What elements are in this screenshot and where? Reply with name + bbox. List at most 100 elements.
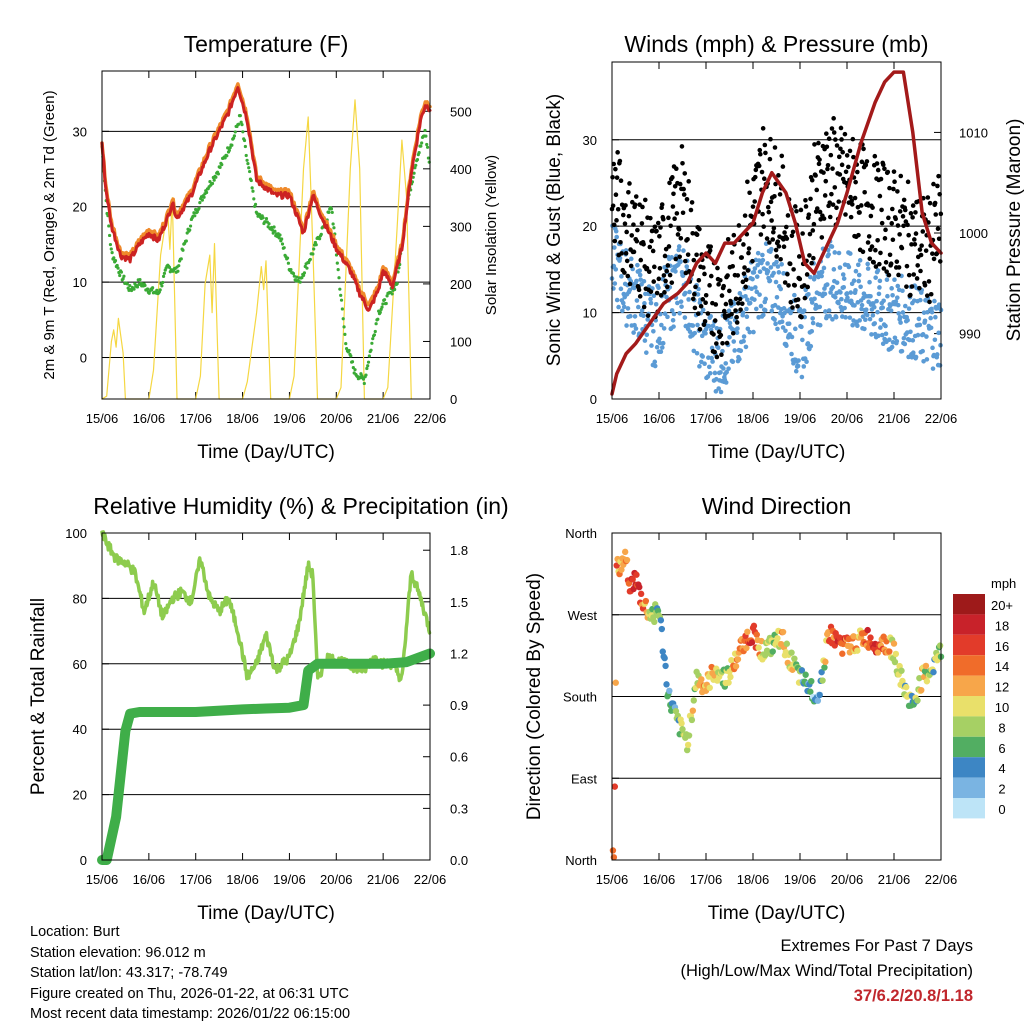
gust-point <box>889 221 895 226</box>
sonic-point <box>700 307 706 313</box>
gust-point <box>705 311 711 316</box>
sonic-point <box>888 308 894 313</box>
y-right-tick-label: 1000 <box>959 226 988 241</box>
sonic-point <box>741 338 746 344</box>
gust-point <box>664 284 670 290</box>
x-tick-label: 22/06 <box>925 872 958 887</box>
gust-point <box>914 276 920 281</box>
td-point <box>204 190 209 195</box>
gust-point <box>760 211 765 217</box>
latlon-text: Station lat/lon: 43.317; -78.749 <box>30 965 228 981</box>
td-point <box>353 368 357 372</box>
sonic-point <box>889 344 895 350</box>
gust-point <box>661 273 667 278</box>
td-point <box>121 277 125 281</box>
sonic-point <box>832 250 838 255</box>
sonic-point <box>754 274 760 279</box>
gust-point <box>920 229 926 234</box>
td-point <box>381 302 385 306</box>
gust-point <box>850 136 856 142</box>
gust-point <box>634 238 640 244</box>
gust-point <box>814 187 820 193</box>
direction-point <box>661 654 668 662</box>
sonic-point <box>833 314 839 320</box>
td-point <box>116 266 120 270</box>
td-point <box>332 226 336 230</box>
td-point <box>380 305 384 309</box>
sonic-point <box>690 323 696 328</box>
gust-point <box>741 242 746 247</box>
gust-point <box>619 251 624 256</box>
sonic-point <box>826 308 832 313</box>
gust-point <box>831 116 836 121</box>
sonic-point <box>642 338 648 343</box>
gust-point <box>895 223 901 228</box>
gust-point <box>697 326 703 332</box>
sonic-point <box>932 337 938 343</box>
gust-point <box>641 304 647 310</box>
gust-point <box>631 249 637 255</box>
direction-point <box>732 663 740 670</box>
sonic-point <box>670 318 676 323</box>
gust-point <box>891 186 896 192</box>
td-point <box>228 146 232 150</box>
gust-point <box>817 157 822 162</box>
td-point <box>107 224 111 228</box>
gust-point <box>927 299 932 305</box>
gust-point <box>805 284 811 290</box>
gust-point <box>887 252 893 258</box>
y-right-tick-label: 1010 <box>959 125 988 140</box>
sonic-point <box>902 341 908 347</box>
sonic-point <box>697 364 702 369</box>
sonic-point <box>636 304 641 310</box>
gust-point <box>622 270 627 275</box>
gust-point <box>851 154 856 160</box>
td-point <box>395 282 399 286</box>
direction-point <box>642 597 650 605</box>
series-sonic-wind <box>609 223 944 395</box>
td-point <box>252 197 256 201</box>
gust-point <box>773 247 779 253</box>
sonic-point <box>738 348 744 354</box>
gust-point <box>836 199 842 204</box>
td-point <box>423 128 427 133</box>
direction-point <box>618 566 625 573</box>
gust-point <box>725 273 730 278</box>
series-relative-humidity <box>100 530 432 683</box>
x-tick-label: 16/06 <box>133 872 166 887</box>
gust-point <box>840 149 845 155</box>
gust-point <box>785 213 791 218</box>
x-tick-label: 15/06 <box>596 872 629 887</box>
sonic-point <box>620 308 625 314</box>
sonic-point <box>727 335 732 340</box>
x-tick-label: 18/06 <box>737 411 770 426</box>
sonic-point <box>876 333 881 339</box>
gust-point <box>905 179 911 185</box>
sonic-point <box>713 389 719 394</box>
x-tick-label: 18/06 <box>226 411 259 426</box>
extremes-subheading: (High/Low/Max Wind/Total Precipitation) <box>680 962 973 980</box>
td-point <box>370 341 374 345</box>
colorbar-label: 4 <box>998 761 1005 776</box>
td-point <box>251 189 255 193</box>
sonic-point <box>712 370 718 376</box>
gust-point <box>610 174 615 180</box>
sonic-point <box>656 285 661 291</box>
gust-point <box>912 241 918 247</box>
gust-point <box>807 231 813 237</box>
y-right-tick-label: 990 <box>959 327 981 342</box>
gust-point <box>785 271 790 277</box>
sonic-point <box>872 321 878 326</box>
station-info: Location: Burt Station elevation: 96.012… <box>30 922 350 1025</box>
direction-point <box>654 607 662 615</box>
gust-point <box>879 220 885 226</box>
td-point <box>237 122 241 126</box>
x-tick-label: 19/06 <box>273 411 306 426</box>
gust-point <box>738 307 743 312</box>
td-point <box>269 225 274 230</box>
td-point <box>308 257 312 262</box>
sonic-point <box>642 301 647 306</box>
sonic-point <box>864 312 870 318</box>
gust-point <box>799 314 804 320</box>
gust-point <box>703 292 709 298</box>
